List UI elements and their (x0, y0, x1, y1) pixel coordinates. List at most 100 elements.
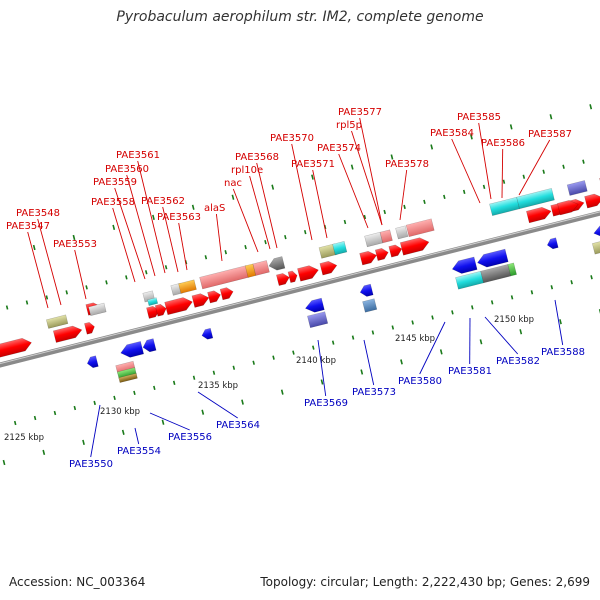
forward-gene-arrow (276, 273, 290, 286)
upper-gene-label: PAE3563 (157, 212, 201, 223)
forward-gene-arrow (557, 200, 579, 216)
forward-gene-arrow (52, 325, 83, 343)
lower-leader-line (197, 391, 238, 419)
lower-scale-tick (82, 439, 85, 445)
lower-scale-tick (161, 419, 165, 425)
upper-gene-label: alaS (204, 203, 225, 214)
lower-scale-tick (439, 349, 443, 355)
forward-gene-block (332, 241, 348, 256)
upper-guide-dot (244, 245, 247, 250)
upper-leader-line (256, 162, 278, 249)
upper-leader-line (399, 169, 408, 221)
lower-guide-dot (232, 365, 236, 370)
upper-guide-dot (443, 194, 446, 200)
upper-guide-dot (343, 219, 347, 225)
upper-leader-line (178, 222, 188, 271)
forward-gene-block (566, 180, 588, 196)
lower-leader-line (317, 339, 327, 397)
upper-gene-label: PAE3578 (385, 159, 429, 170)
upper-guide-dot (264, 239, 267, 245)
lower-gene-label: PAE3582 (496, 356, 540, 367)
reverse-gene-block (480, 264, 512, 284)
forward-gene-arrow (219, 287, 234, 301)
forward-gene-block (244, 263, 257, 278)
upper-guide-dot (502, 179, 506, 184)
upper-guide-dot (204, 255, 208, 260)
upper-leader-line (27, 231, 49, 309)
label-layer: PAE3547 PAE3548 PAE3553 PAE3558 PAE3559 PAE35… (6, 107, 585, 470)
upper-guide-dot (522, 174, 526, 179)
upper-leader-line (338, 153, 369, 229)
forward-gene-block (46, 314, 69, 329)
reverse-gene-arrow (477, 248, 509, 268)
upper-scale-tick (430, 144, 434, 150)
upper-gene-label: PAE3585 (457, 112, 501, 123)
upper-scale-tick (589, 104, 593, 110)
genome-backbone (0, 210, 600, 368)
reverse-gene-block (116, 367, 137, 380)
upper-gene-label: PAE3571 (291, 159, 335, 170)
lower-scale-tick (2, 459, 6, 466)
lower-gene-label: PAE3556 (168, 432, 212, 443)
lower-guide-dot (510, 295, 514, 300)
lower-guide-dot (530, 290, 534, 295)
upper-scale-tick (311, 174, 314, 180)
upper-scale-tick (350, 164, 354, 170)
upper-gene-label: PAE3560 (105, 164, 149, 175)
upper-gene-label: nac (224, 178, 242, 189)
upper-guide-dot (582, 159, 585, 164)
lower-gene-label: PAE3573 (352, 387, 396, 398)
upper-leader-line (291, 143, 313, 241)
forward-gene-arrow (359, 250, 377, 266)
forward-gene-arrow (319, 261, 338, 276)
upper-leader-line (215, 213, 223, 262)
upper-gene-label: PAE3577 (338, 107, 382, 118)
upper-guide-dot (284, 234, 287, 240)
reverse-gene-arrow (359, 283, 374, 297)
forward-gene-arrow (399, 237, 430, 256)
lower-leader-line (90, 404, 101, 458)
lower-guide-dot (252, 360, 255, 365)
lower-gene-label: PAE3564 (216, 420, 260, 431)
upper-guide-dot (562, 164, 565, 169)
lower-guide-dot (590, 275, 593, 280)
lower-scale-tick (479, 339, 483, 345)
lower-guide-dot (53, 410, 57, 416)
upper-leader-line (359, 117, 383, 226)
scale-label: 2140 kbp (296, 356, 336, 366)
upper-gene-label: PAE3574 (317, 143, 361, 154)
upper-scale-tick (509, 124, 513, 130)
scale-label: 2135 kbp (198, 381, 238, 391)
lower-scale-tick (559, 319, 562, 325)
gene-layer (0, 175, 600, 383)
upper-guide-dot (303, 229, 307, 235)
upper-guide-dot (164, 265, 168, 270)
upper-guide-dot (25, 300, 29, 305)
upper-guide-dot (125, 275, 128, 280)
upper-guide-dot (383, 209, 386, 215)
leader-layer (27, 117, 564, 458)
upper-gene-label: PAE3548 (16, 208, 60, 219)
lower-guide-dot (272, 355, 275, 360)
upper-guide-dot (45, 295, 49, 300)
lower-leader-line (484, 316, 519, 355)
lower-scale-tick (42, 449, 46, 456)
upper-scale-tick (470, 134, 473, 140)
lower-guide-dot (451, 310, 454, 315)
upper-leader-line (249, 175, 271, 250)
forward-gene-block (318, 243, 338, 259)
upper-scale-tick (72, 234, 76, 241)
upper-leader-line (518, 139, 551, 196)
upper-gene-label: rpl5p (336, 120, 362, 131)
lower-guide-dot (471, 305, 474, 310)
upper-leader-line (137, 160, 166, 274)
forward-gene-block (516, 188, 555, 210)
forward-gene-block (379, 229, 393, 244)
lower-guide-dot (192, 375, 196, 380)
upper-scale-tick (152, 214, 155, 220)
upper-guide-dot (105, 280, 108, 285)
lower-scale-tick (241, 399, 244, 405)
reverse-gene-arrow (120, 341, 144, 358)
upper-gene-label: PAE3584 (430, 128, 474, 139)
backbone-line (0, 210, 600, 368)
